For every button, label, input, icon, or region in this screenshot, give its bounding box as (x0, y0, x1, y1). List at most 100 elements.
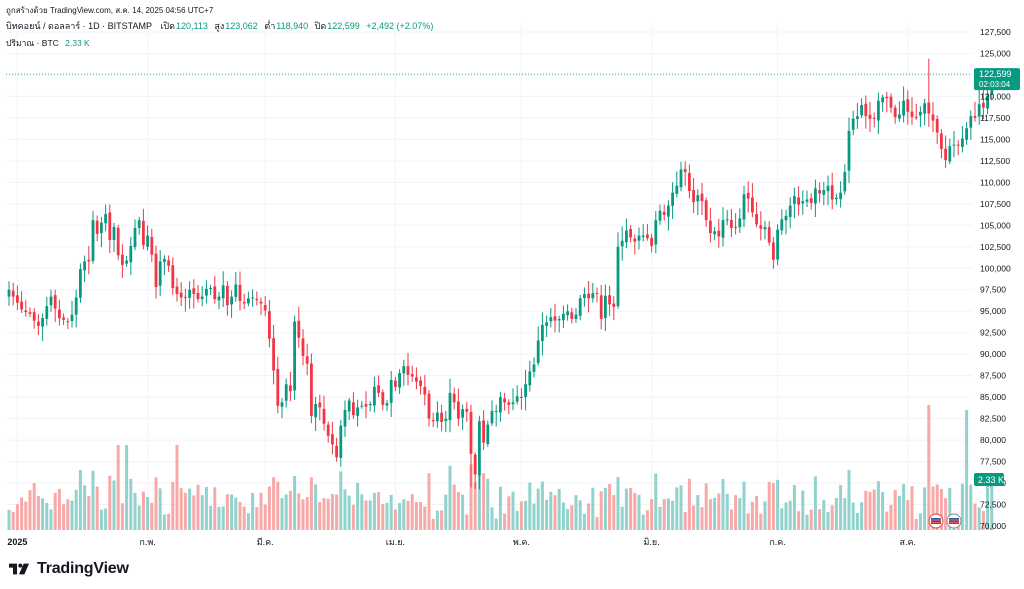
volume-bar (683, 511, 687, 530)
price-chart[interactable]: 127,500125,000122,500120,000117,500115,0… (0, 0, 1024, 555)
volume-bar (465, 514, 469, 530)
volume-bar (221, 506, 225, 530)
candle-body (948, 146, 952, 162)
candle-body (566, 311, 569, 316)
volume-bar (519, 501, 523, 530)
candle-body (163, 258, 166, 262)
candle-body (343, 410, 347, 427)
tradingview-logo[interactable]: TradingView (9, 560, 129, 578)
volume-bar (549, 491, 553, 530)
candle-body (914, 116, 918, 118)
candle-body (499, 397, 502, 413)
volume-bar (272, 477, 276, 530)
candle-body (167, 260, 170, 266)
volume-bar (423, 506, 427, 530)
legend-volume: ปริมาณ · BTC 2.33 K (6, 36, 90, 50)
volume-bar (578, 500, 582, 530)
volume-bar (335, 494, 339, 530)
volume-bar (305, 497, 309, 530)
candle-body (583, 294, 586, 299)
candle-body (440, 412, 443, 423)
candle-body (32, 312, 36, 321)
candle-body (704, 200, 708, 221)
symbol-title[interactable]: บิทคอยน์ / ดอลลาร์ · 1D · BITSTAMP (6, 21, 152, 31)
volume-bar (645, 510, 649, 530)
open-label: เปิด (160, 21, 175, 31)
candle-body (671, 192, 674, 206)
volume-bar (66, 499, 70, 530)
volume-bar (351, 504, 355, 530)
us-flag-icon[interactable] (928, 513, 944, 529)
volume-bar (238, 501, 242, 530)
volume-bar (217, 506, 221, 530)
volume-bar (360, 494, 364, 530)
volume-bar (234, 497, 238, 530)
candle-body (100, 222, 103, 234)
candle-body (137, 220, 141, 228)
candle-body (919, 111, 922, 116)
volume-bar (767, 482, 771, 530)
volume-bar (557, 488, 561, 530)
candle-body (448, 392, 452, 421)
candle-body (7, 289, 11, 297)
volume-bar (452, 484, 456, 530)
volume-bar (620, 506, 624, 530)
candle-body (709, 220, 712, 234)
volume-bar (960, 483, 964, 530)
candle-body (175, 286, 179, 295)
candle-body (898, 114, 901, 119)
candle-body (562, 313, 565, 321)
candle-body (927, 102, 931, 114)
volume-bar (944, 498, 948, 530)
candle-body (276, 368, 280, 406)
candle-body (843, 172, 847, 192)
y-tick-label: 90,000 (980, 349, 1006, 359)
candle-body (549, 317, 553, 322)
x-tick-label: เม.ย. (386, 537, 405, 547)
candle-body (486, 424, 490, 445)
candle-body (738, 218, 742, 228)
volume-legend-label[interactable]: ปริมาณ · BTC (6, 38, 59, 48)
candle-body (637, 235, 641, 241)
volume-tag: 2.33 K (974, 473, 1004, 486)
volume-bar (545, 499, 549, 530)
volume-bar (637, 494, 641, 530)
price-axis[interactable]: 127,500125,000122,500120,000117,500115,0… (980, 27, 1011, 531)
volume-bar (343, 489, 347, 530)
volume-bar (259, 492, 263, 530)
volume-bar (834, 497, 838, 530)
volume-bar (792, 484, 796, 530)
candle-body (154, 253, 158, 288)
volume-bar (196, 484, 200, 530)
candle-body (944, 148, 947, 161)
change-value: +2,492 (+2.07%) (366, 21, 434, 31)
candle-body (209, 288, 212, 290)
open-value: 120,113 (176, 21, 208, 31)
candle-body (893, 107, 897, 118)
candle-body (545, 322, 548, 326)
volume-bar (641, 514, 645, 530)
volume-bar (225, 494, 229, 530)
volume-bar (540, 481, 544, 530)
us-flag-icon[interactable] (946, 513, 962, 529)
volume-bar (595, 517, 599, 530)
candle-body (142, 220, 145, 246)
candle-body (356, 407, 359, 416)
candle-body (965, 128, 968, 140)
volume-bar (948, 487, 952, 530)
volume-bar (372, 492, 376, 530)
y-tick-label: 80,000 (980, 435, 1006, 445)
candle-body (108, 212, 112, 240)
volume-bar (318, 502, 322, 530)
volume-bar (591, 487, 595, 530)
volume-bar (889, 504, 893, 530)
candle-body (910, 111, 914, 118)
candle-body (599, 295, 603, 319)
volume-bar (755, 495, 759, 530)
x-tick-label: พ.ค. (513, 537, 530, 547)
candle-body (839, 192, 842, 200)
volume-bar (860, 502, 864, 530)
candle-body (373, 386, 376, 406)
volume-bar (427, 473, 431, 530)
time-axis[interactable]: 2025 ก.พ. มี.ค. เม.ย. พ.ค. มิ.ย. ก.ค. ส.ค. (7, 537, 916, 547)
